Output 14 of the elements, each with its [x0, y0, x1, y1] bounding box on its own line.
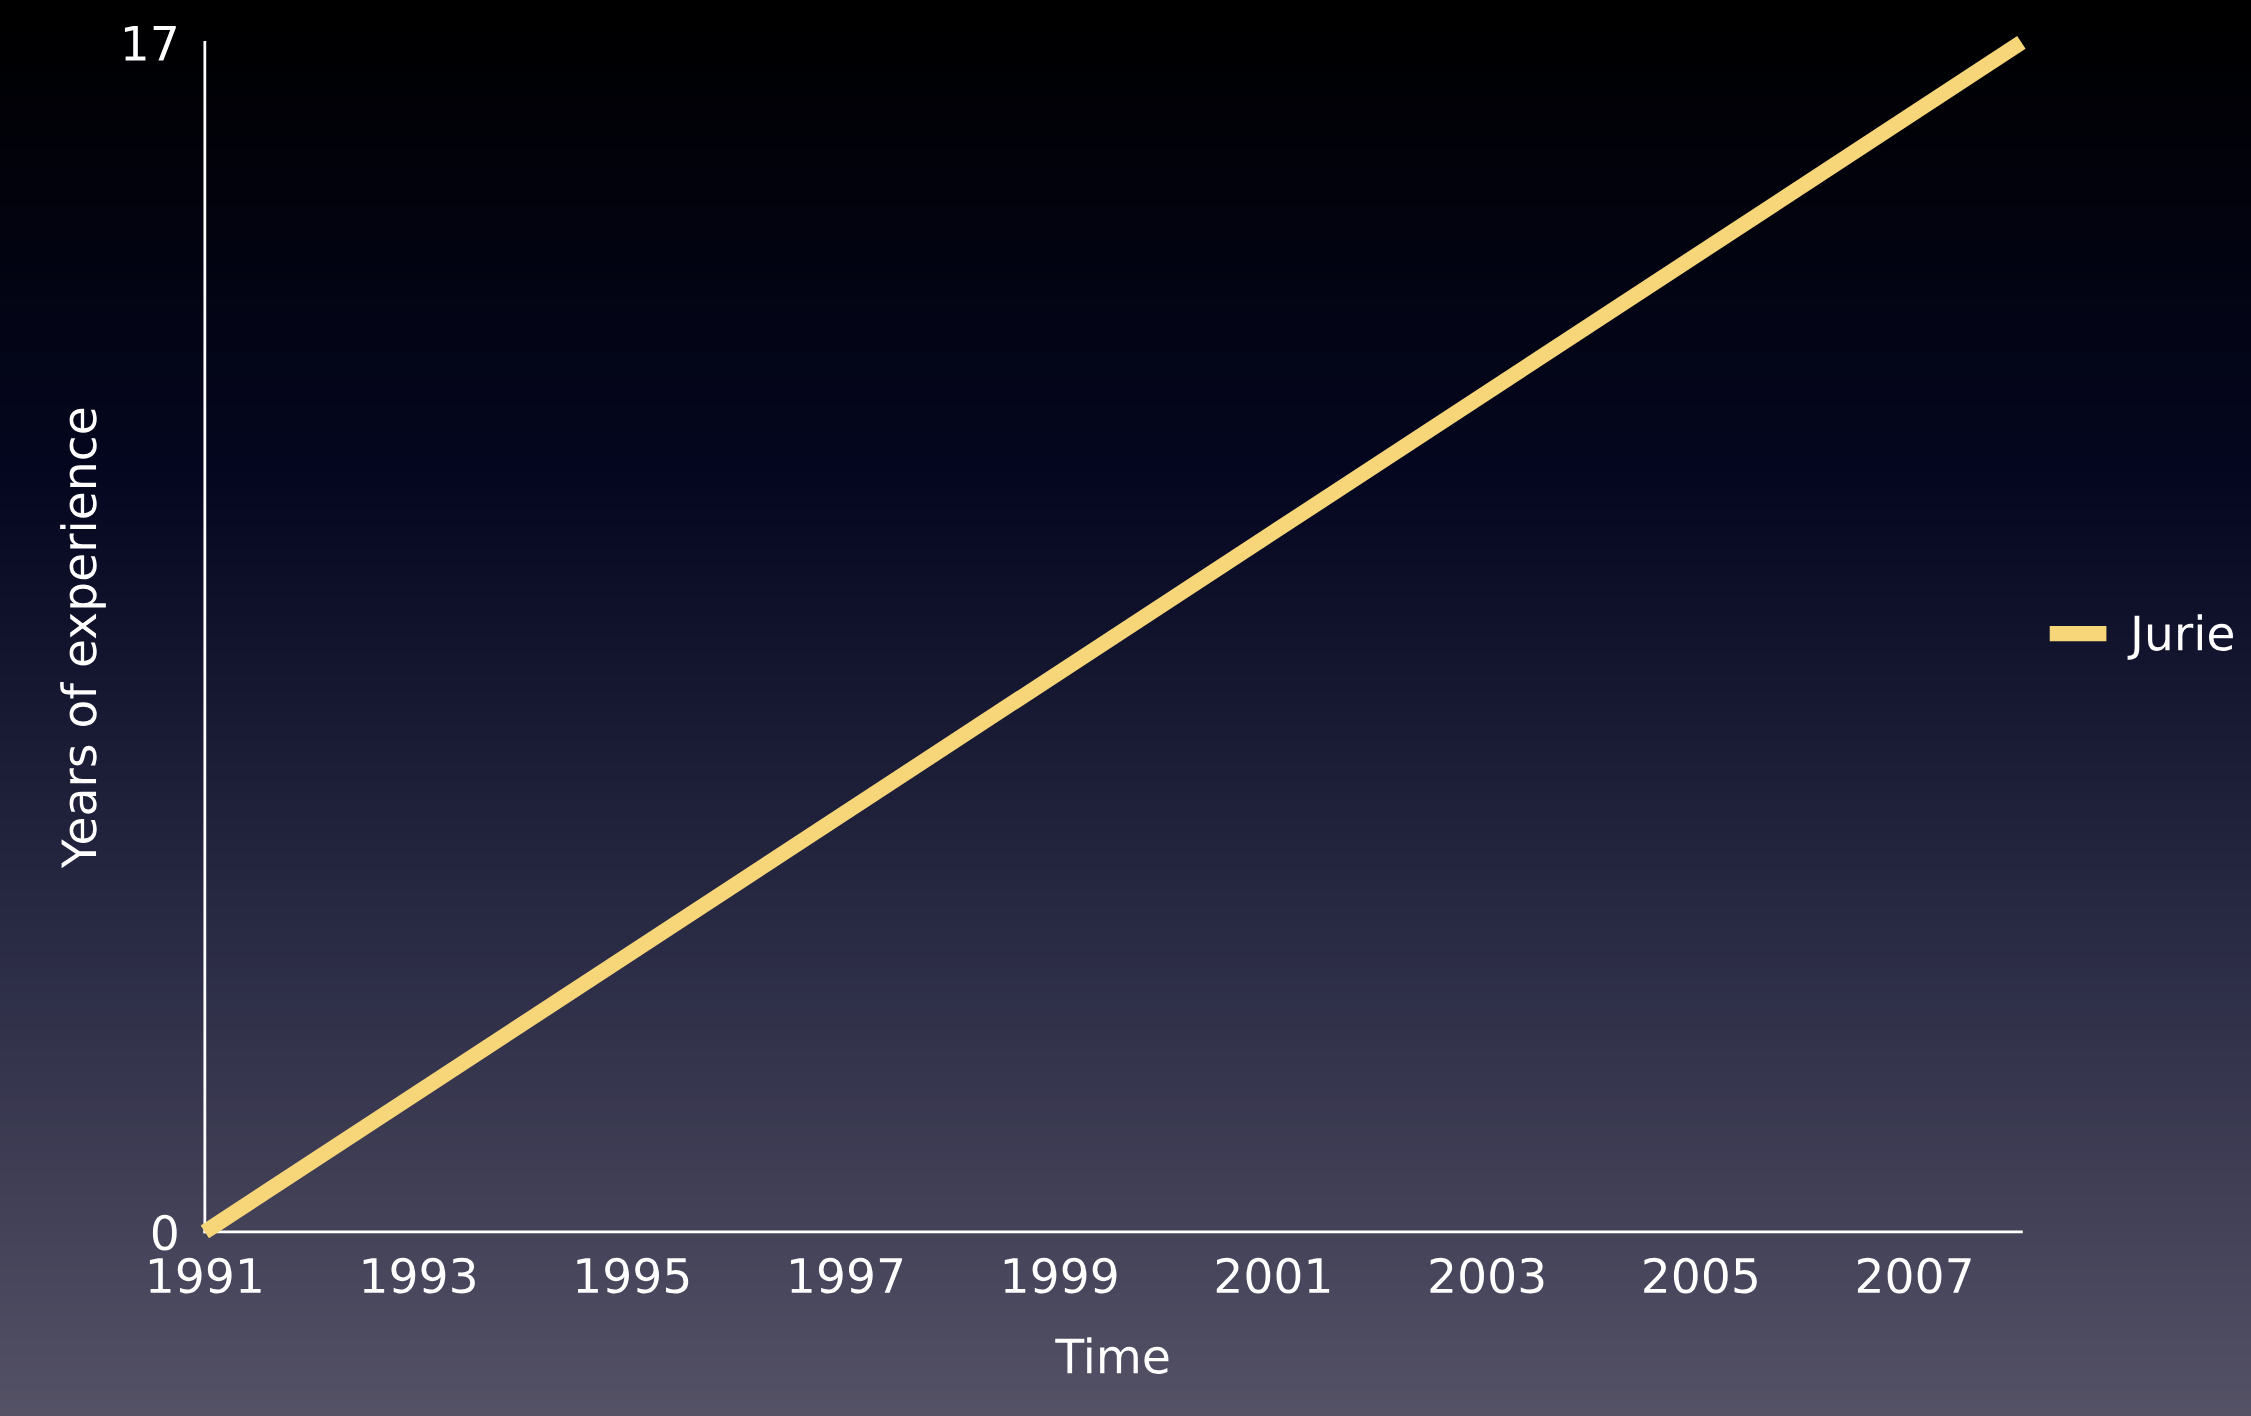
y-axis-title: Years of experience	[60, 408, 106, 869]
legend-label: Jurie	[2127, 614, 2233, 660]
x-tick-label: 1993	[363, 1257, 475, 1294]
x-tick-label: 2007	[1857, 1257, 1971, 1294]
x-tick-label: 1991	[149, 1257, 261, 1294]
x-axis-title: Time	[1055, 1337, 1169, 1374]
x-tick-label: 1995	[577, 1257, 689, 1294]
x-tick-label: 2003	[1430, 1257, 1544, 1294]
x-tick-label: 2005	[1644, 1257, 1757, 1294]
y-tick-label: 0	[152, 1214, 177, 1251]
x-tick-label: 1999	[1004, 1257, 1117, 1294]
y-tick-label: 17	[124, 25, 176, 61]
x-tick-label: 1997	[791, 1257, 903, 1294]
x-tick-label: 2001	[1216, 1257, 1330, 1294]
